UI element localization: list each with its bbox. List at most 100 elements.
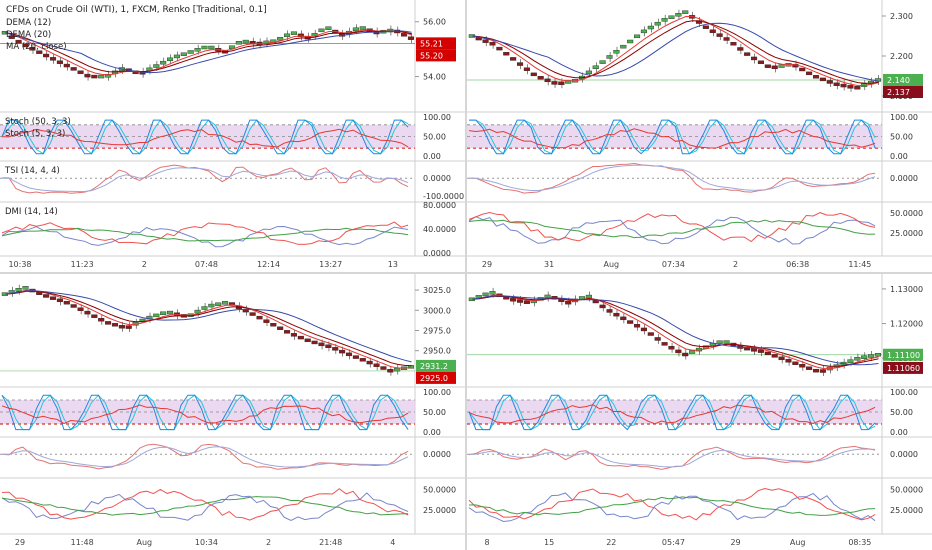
price-tick-label: 3000.0 [423,306,451,315]
dmi-minus-line [1,488,409,521]
dema20-line [472,20,879,84]
dmi-tick-label: 50.0000 [890,485,923,494]
renko-brick [153,64,160,68]
renko-brick [489,291,496,295]
chart-panel-tr[interactable]: 2.3002.2002.1002.1402.137100.0050.000.00… [467,0,932,272]
renko-brick [98,318,105,322]
renko-brick [318,342,325,347]
renko-brick [43,53,50,58]
renko-brick [8,35,15,39]
renko-brick [105,74,112,78]
indicator-legend: MA (20, close) [6,42,67,52]
stoch-legend: Stoch (5, 3, 3) [5,129,65,139]
renko-brick [359,26,366,30]
chart-panel-tl[interactable]: 56.00 54.00 55.21 55.20 CFDs on Crude Oil (W… [0,0,465,272]
time-axis-label: 29 [15,538,25,547]
renko-brick [785,359,792,363]
renko-brick [263,319,270,323]
renko-brick [63,63,70,68]
price-badge-label: 1.11100 [887,351,920,360]
tsi-signal-line [2,446,409,468]
tsi-legend: TSI (14, 4, 4) [4,166,60,176]
renko-brick [647,332,654,336]
time-axis-label: 2 [142,260,147,269]
renko-brick [139,318,146,323]
renko-brick [558,81,565,85]
renko-brick [523,67,530,71]
renko-brick [737,47,744,51]
price-badge [416,37,456,50]
tsi-line [468,445,876,470]
renko-brick [325,344,332,348]
renko-brick [537,76,544,80]
adx-line [1,227,409,242]
renko-brick [77,307,84,311]
time-axis-label: 06:38 [786,260,809,269]
stoch-band [467,124,882,149]
time-axis-label: 10:38 [8,260,31,269]
renko-brick [730,42,737,46]
renko-brick [84,310,91,315]
renko-brick [263,40,270,45]
renko-brick [284,33,291,38]
stoch-slow-line [1,128,409,148]
renko-brick [489,42,496,46]
time-axis-label: 11:23 [71,260,94,269]
renko-brick [394,367,401,372]
dema12-line [472,15,879,87]
renko-brick [709,29,716,33]
renko-brick [661,18,668,22]
tsi-signal-line [469,448,876,468]
time-axis-label: 07:34 [662,260,685,269]
stoch-fast-d-line [469,119,876,155]
renko-brick [222,301,229,305]
renko-brick [812,368,820,373]
stoch-tick-label: 0.00 [423,152,441,161]
chart-panel-br[interactable]: 1.130001.120001.110001.111001.11060100.0… [467,274,932,550]
renko-brick [15,288,22,292]
stoch-tick-label: 0.00 [890,152,908,161]
renko-brick [249,312,256,316]
renko-brick [91,314,98,318]
vertical-divider [465,0,467,550]
horizontal-divider [0,272,932,274]
renko-brick [56,60,63,64]
renko-brick [530,72,537,77]
renko-brick [675,349,682,354]
chart-panel-bl[interactable]: 3025.0 3000.0 2975.0 2950.0 2931.2 2925.0 100.… [0,274,465,550]
renko-brick [407,36,415,40]
chart-title: CFDs on Crude Oil (WTI), 1, FXCM, Renko … [6,5,267,15]
renko-brick [716,340,723,344]
renko-brick [565,300,572,305]
stoch-fast-d-line [1,119,409,155]
dmi-minus-line [468,211,876,243]
renko-brick [874,353,882,357]
renko-brick [592,65,599,69]
tsi-line [468,162,876,194]
time-axis-label: 13:27 [319,260,342,269]
renko-brick [812,75,820,79]
renko-brick [682,352,689,357]
renko-brick [297,335,304,340]
indicator-legend: DEMA (12) [6,18,51,28]
renko-brick [799,67,806,72]
price-badge [883,74,923,86]
stoch-fast-d-line [468,394,876,431]
dmi-minus-line [468,487,876,521]
time-axis-label: 11:48 [71,538,94,547]
price-badge-label: 1.11060 [887,364,920,373]
tsi-tick-label: 0.0000 [423,450,451,459]
renko-brick [675,13,682,17]
time-axis-label: 08:35 [848,538,871,547]
renko-brick [91,74,98,79]
renko-brick [318,28,325,33]
renko-brick [228,302,236,306]
renko-brick [401,33,408,37]
renko-brick [613,50,620,54]
renko-brick [792,361,799,365]
renko-brick [819,369,826,373]
price-tick-label: 2.300 [890,12,913,21]
renko-brick [633,34,641,39]
dmi-plus-line [468,216,876,245]
renko-brick [160,311,167,315]
